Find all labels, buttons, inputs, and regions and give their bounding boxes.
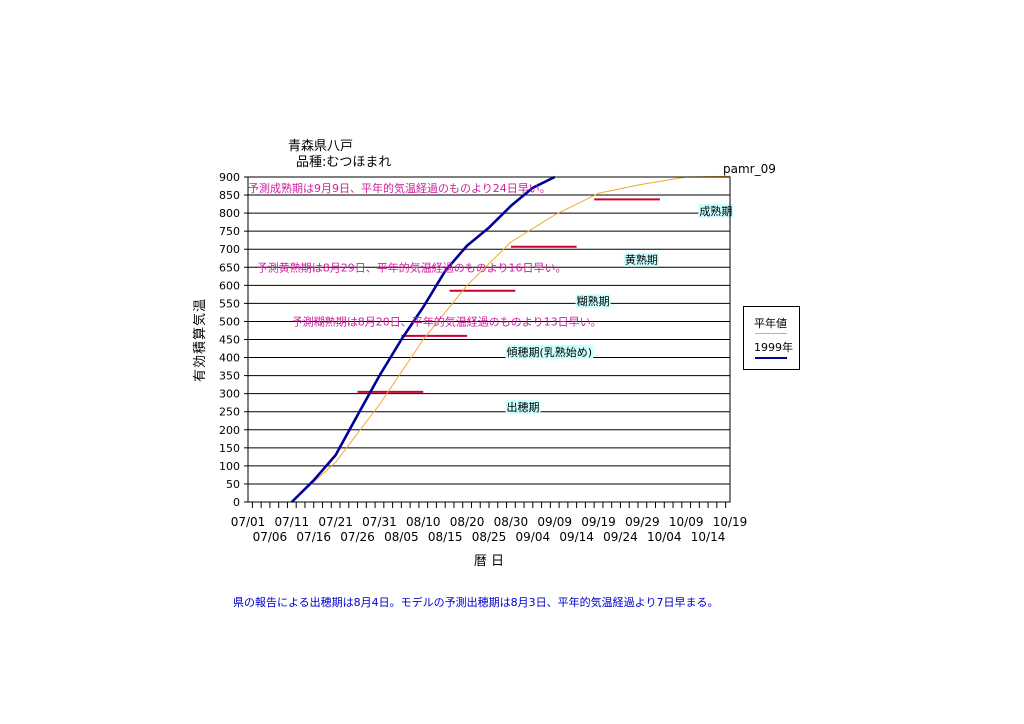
chart-variety-title: 品種:むつほまれ (296, 154, 391, 170)
stage-label-bg (575, 294, 611, 309)
y-tick-label: 500 (219, 315, 240, 328)
stage-labels: 出穂期 傾穂期(乳熟始め) 糊熟期 黄熟期 成熟期 (505, 203, 734, 414)
y-tick-label: 50 (226, 478, 240, 491)
x-tick-label: 07/21 (318, 515, 353, 529)
x-tick-label: 07/26 (340, 530, 375, 544)
x-tick-label: 08/15 (428, 530, 463, 544)
stage-label-text: 傾穂期(乳熟始め) (507, 345, 593, 359)
x-tick-label: 08/30 (494, 515, 529, 529)
stage-label: 糊熟期 (575, 294, 611, 309)
stage-label-bg (623, 252, 659, 267)
prediction-text: 予測糊熟期は8月20日、平年的気温経過のものより13日早い。 (292, 314, 602, 328)
stage-markers (357, 198, 660, 393)
stage-label-text: 出穂期 (507, 400, 540, 414)
plot-area-border (247, 176, 731, 503)
x-tick-label: 10/09 (669, 515, 704, 529)
x-tick-label: 08/25 (472, 530, 507, 544)
x-tick-label: 07/16 (296, 530, 331, 544)
x-tick-label: 07/01 (231, 515, 266, 529)
x-tick-label: 09/19 (581, 515, 616, 529)
prediction-text: 予測成熟期は9月9日、平年的気温経過のものより24日早い。 (248, 181, 551, 195)
y-tick-label: 300 (219, 388, 240, 401)
x-tick-label: 07/06 (253, 530, 288, 544)
legend-swatch-1999 (755, 357, 787, 359)
chart-code-label: pamr_09 (723, 162, 776, 176)
y-tick-label: 750 (219, 225, 240, 238)
legend-swatch-normal (755, 333, 787, 334)
x-tick-label: 07/11 (275, 515, 310, 529)
legend: 平年値 1999年 (743, 306, 800, 370)
stage-label-bg (505, 344, 594, 359)
prediction-texts: 予測成熟期は9月9日、平年的気温経過のものより24日早い。予測黄熟期は8月29日… (248, 181, 602, 329)
legend-label-normal: 平年値 (754, 317, 787, 330)
stage-label-bg (698, 203, 734, 218)
x-tick-label: 09/09 (537, 515, 572, 529)
y-tick-label: 200 (219, 424, 240, 437)
x-axis: 07/01 07/11 07/21 07/31 08/10 08/20 08/30 09/09… (231, 502, 748, 544)
y-tick-label: 150 (219, 442, 240, 455)
x-tick-label: 07/31 (362, 515, 397, 529)
prediction-text: 予測黄熟期は8月29日、平年的気温経過のものより16日早い。 (257, 260, 567, 274)
y-tick-label: 0 (233, 496, 240, 509)
chart-location-title: 青森県八戸 (288, 139, 353, 154)
stage-label: 傾穂期(乳熟始め) (505, 344, 594, 359)
y-tick-label: 850 (219, 189, 240, 202)
y-tick-label: 550 (219, 297, 240, 310)
x-tick-label: 09/14 (559, 530, 594, 544)
stage-label: 黄熟期 (623, 252, 659, 267)
x-tick-label: 08/20 (450, 515, 485, 529)
x-tick-label: 10/14 (691, 530, 726, 544)
y-tick-label: 700 (219, 243, 240, 256)
x-tick-label: 10/04 (647, 530, 682, 544)
x-axis-label: 暦 日 (474, 554, 504, 569)
series-line-normal (291, 175, 731, 503)
y-tick-label: 650 (219, 261, 240, 274)
legend-label-1999: 1999年 (754, 341, 793, 354)
stage-label-text: 糊熟期 (577, 294, 610, 308)
footnote: 県の報告による出穂期は8月4日。モデルの予測出穂期は8月3日、平年的気温経過より… (233, 596, 719, 609)
x-tick-label: 09/29 (625, 515, 660, 529)
x-tick-label: 09/24 (603, 530, 638, 544)
y-tick-label: 900 (219, 171, 240, 184)
stage-label-text: 黄熟期 (625, 253, 658, 267)
stage-label: 成熟期 (698, 203, 734, 218)
y-axis: 0 50 100 150 200 250 300 350 400 450 500 550 600 650 7… (219, 171, 248, 509)
grid-lines (248, 194, 730, 485)
y-tick-label: 350 (219, 370, 240, 383)
y-tick-label: 400 (219, 352, 240, 365)
x-tick-label: 08/10 (406, 515, 441, 529)
series-line-1999 (290, 175, 556, 503)
stage-label-text: 成熟期 (699, 204, 732, 218)
x-tick-label: 10/19 (713, 515, 748, 529)
y-tick-label: 600 (219, 279, 240, 292)
series-lines (290, 175, 731, 503)
y-tick-label: 250 (219, 406, 240, 419)
x-tick-label: 09/04 (516, 530, 551, 544)
y-tick-label: 450 (219, 334, 240, 347)
y-axis-label: 有効積算気温 (192, 298, 208, 382)
y-tick-label: 100 (219, 460, 240, 473)
x-tick-label: 08/05 (384, 530, 419, 544)
stage-label-bg (505, 400, 541, 414)
stage-label: 出穂期 (505, 400, 541, 414)
y-tick-label: 800 (219, 207, 240, 220)
